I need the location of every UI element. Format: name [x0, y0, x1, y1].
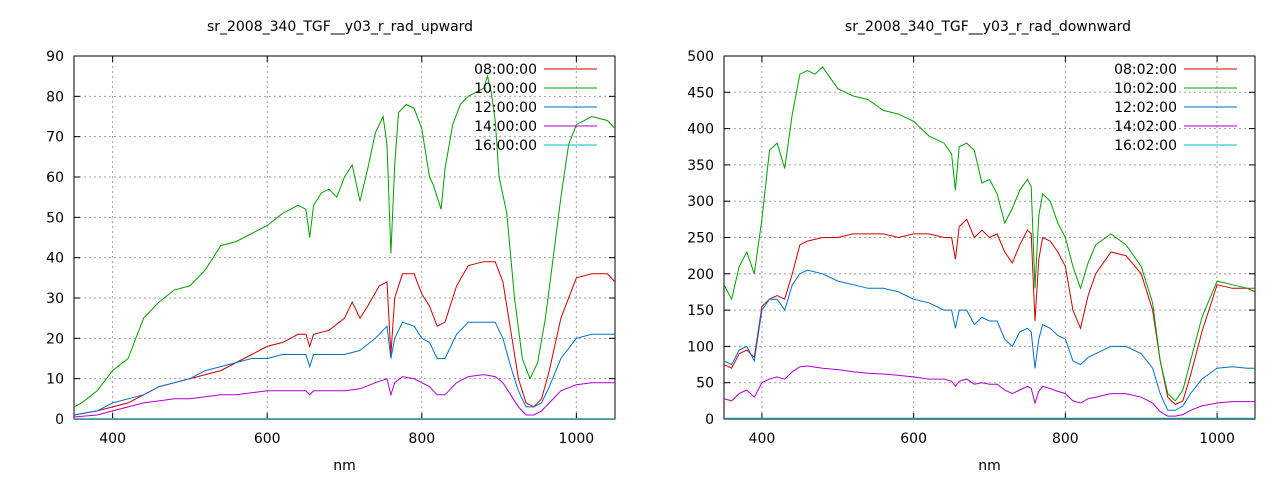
legend-label: 14:02:00	[1114, 119, 1177, 135]
x-tick-label: 800	[408, 431, 435, 447]
y-tick-label: 80	[46, 89, 64, 105]
series-line-12:00:00	[74, 321, 615, 416]
series-line-14:02:00	[724, 365, 1255, 417]
y-tick-label: 20	[46, 331, 64, 347]
y-tick-label: 450	[687, 85, 714, 101]
series-line-08:00:00	[74, 261, 615, 416]
y-tick-label: 30	[46, 291, 64, 307]
x-tick-label: 600	[900, 431, 927, 447]
y-tick-label: 350	[687, 158, 714, 174]
y-tick-label: 0	[55, 412, 64, 428]
legend-label: 12:02:00	[1114, 100, 1177, 116]
x-tick-label: 600	[254, 431, 281, 447]
series-line-14:00:00	[74, 374, 615, 418]
legend-label: 08:02:00	[1114, 62, 1177, 78]
y-tick-label: 500	[687, 49, 714, 65]
y-tick-label: 150	[687, 303, 714, 319]
legend-label: 16:02:00	[1114, 138, 1177, 154]
x-axis-label: nm	[333, 458, 356, 474]
chart-title: sr_2008_340_TGF__y03_r_rad_downward	[845, 19, 1131, 35]
y-tick-label: 60	[46, 170, 64, 186]
series-line-12:02:00	[724, 269, 1255, 411]
series-line-10:02:00	[724, 66, 1255, 402]
legend-label: 14:00:00	[474, 119, 537, 135]
y-tick-label: 250	[687, 231, 714, 247]
y-tick-label: 90	[46, 49, 64, 65]
x-tick-label: 400	[99, 431, 126, 447]
chart-title: sr_2008_340_TGF__y03_r_rad_upward	[207, 19, 473, 35]
chart-2: sr_2008_340_TGF__y03_r_rad_downward 0 50 10…	[687, 19, 1256, 474]
legend-label: 10:00:00	[474, 81, 537, 97]
y-tick-label: 400	[687, 122, 714, 138]
chart-1: sr_2008_340_TGF__y03_r_rad_upward 0 10 20 30…	[46, 19, 616, 474]
x-tick-label: 400	[749, 431, 776, 447]
series-line-10:00:00	[74, 74, 615, 408]
y-tick-label: 70	[46, 130, 64, 146]
x-tick-label: 1000	[1199, 431, 1235, 447]
y-tick-label: 40	[46, 251, 64, 267]
legend-label: 12:00:00	[474, 100, 537, 116]
x-tick-label: 1000	[559, 431, 595, 447]
legend-label: 16:00:00	[474, 138, 537, 154]
y-tick-label: 0	[705, 412, 714, 428]
x-axis-label: nm	[978, 458, 1001, 474]
y-tick-label: 50	[696, 376, 714, 392]
legend-label: 10:02:00	[1114, 81, 1177, 97]
legend-label: 08:00:00	[474, 62, 537, 78]
series-line-08:02:00	[724, 218, 1255, 406]
y-tick-label: 300	[687, 194, 714, 210]
y-tick-label: 200	[687, 267, 714, 283]
y-tick-label: 100	[687, 339, 714, 355]
y-tick-label: 10	[46, 372, 64, 388]
y-tick-label: 50	[46, 210, 64, 226]
x-tick-label: 800	[1052, 431, 1079, 447]
